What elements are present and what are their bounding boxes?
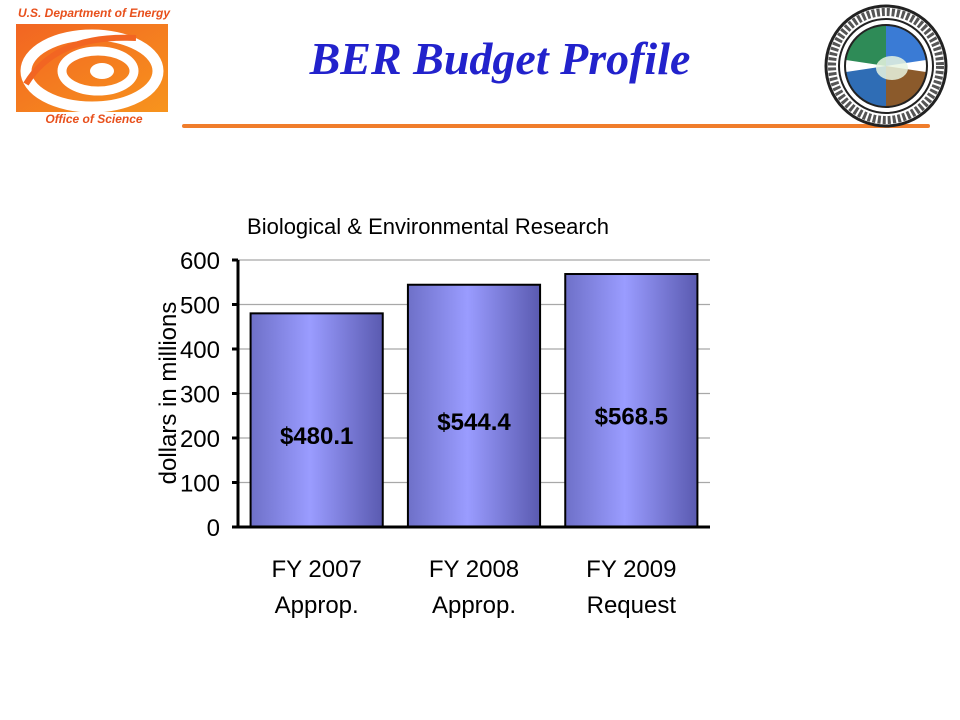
x-category-label: Approp.: [432, 592, 516, 619]
y-tick-label: 300: [180, 382, 220, 409]
bars: $480.1 $544.4 $568.5: [249, 273, 699, 528]
page-title: BER Budget Profile: [309, 33, 691, 84]
doe-logo-icon: [16, 24, 168, 113]
y-tick-label: 0: [207, 515, 220, 542]
y-tick-label: 500: [180, 293, 220, 320]
x-category-label: FY 2008: [429, 556, 519, 583]
x-category-label: Request: [587, 592, 677, 619]
agency-name: U.S. Department of Energy: [17, 6, 171, 20]
y-tick-label: 600: [180, 248, 220, 275]
bar-value-label: $480.1: [280, 423, 353, 450]
y-axis-label: dollars in millions: [155, 302, 182, 485]
y-tick-label: 400: [180, 337, 220, 364]
y-axis-ticks: 0 100 200 300 400 500 600: [180, 248, 238, 542]
bar-value-label: $568.5: [595, 404, 668, 431]
title-divider: [182, 124, 930, 128]
office-name: Office of Science: [45, 112, 143, 126]
chart-title: Biological & Environmental Research: [247, 214, 609, 239]
y-tick-label: 200: [180, 426, 220, 453]
y-tick-label: 100: [180, 471, 220, 498]
x-category-label: Approp.: [275, 592, 359, 619]
x-axis-labels: FY 2007 Approp. FY 2008 Approp. FY 2009 Reque…: [272, 556, 677, 619]
doe-office-of-science-logo: U.S. Department of Energy Office of Scie…: [8, 6, 180, 130]
bar: [249, 312, 384, 528]
x-category-label: FY 2007: [272, 556, 362, 583]
ber-program-seal-icon: [824, 4, 948, 128]
bar: [406, 283, 542, 528]
bar-value-label: $544.4: [437, 409, 511, 436]
x-category-label: FY 2009: [586, 556, 676, 583]
bar: [564, 273, 699, 528]
